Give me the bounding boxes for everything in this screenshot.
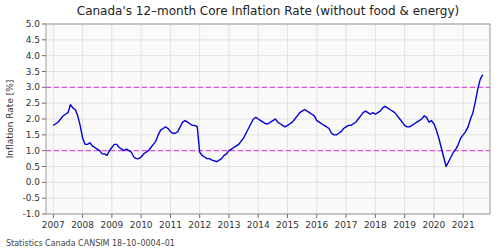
axes: -1.0 -0.5 0.0 0.5 1.0 1.5 2.0 2.5 3.0 3.5 4.0 4.5 5.… bbox=[22, 19, 490, 230]
tick-label: 2017 bbox=[335, 220, 358, 230]
tick-label: -1.0 bbox=[22, 209, 40, 219]
tick-mark bbox=[170, 214, 171, 218]
grid-line bbox=[46, 182, 490, 183]
tick-label: 2020 bbox=[422, 220, 445, 230]
tick-label: 2011 bbox=[159, 220, 182, 230]
tick-mark bbox=[42, 39, 46, 40]
grid-line bbox=[433, 24, 434, 214]
tick-label: 2015 bbox=[276, 220, 299, 230]
grid-line bbox=[46, 134, 490, 135]
grid bbox=[46, 24, 490, 214]
tick-mark bbox=[375, 214, 376, 218]
tick-label: 4.0 bbox=[26, 51, 41, 61]
tick-mark bbox=[42, 87, 46, 88]
tick-label: 1.5 bbox=[26, 130, 40, 140]
tick-mark bbox=[258, 214, 259, 218]
tick-mark bbox=[433, 214, 434, 218]
tick-label: 5.0 bbox=[26, 19, 41, 29]
tick-mark bbox=[42, 214, 46, 215]
tick-mark bbox=[316, 214, 317, 218]
tick-label: 2021 bbox=[452, 220, 475, 230]
tick-mark bbox=[199, 214, 200, 218]
plot-background bbox=[46, 24, 490, 214]
tick-label: -0.5 bbox=[22, 193, 40, 203]
tick-mark bbox=[42, 71, 46, 72]
tick-mark bbox=[42, 24, 46, 25]
grid-line bbox=[46, 198, 490, 199]
tick-label: 1.0 bbox=[26, 146, 41, 156]
title: Canada's 12–month Core Inflation Rate (w… bbox=[77, 4, 459, 18]
grid-line bbox=[82, 24, 83, 214]
grid-line bbox=[46, 103, 490, 104]
grid-line bbox=[46, 71, 490, 72]
grid-line bbox=[46, 55, 490, 56]
tick-label: 3.0 bbox=[26, 82, 41, 92]
tick-label: 0.0 bbox=[26, 177, 41, 187]
tick-label: 2007 bbox=[42, 220, 65, 230]
grid-line bbox=[111, 24, 112, 214]
grid-line bbox=[463, 24, 464, 214]
footnote: Statistics Canada CANSIM 18–10–0004–01 bbox=[6, 239, 175, 248]
tick-mark bbox=[82, 214, 83, 218]
tick-label: 3.5 bbox=[26, 67, 40, 77]
grid-line bbox=[170, 24, 171, 214]
plot-frame bbox=[46, 24, 490, 214]
grid-line bbox=[46, 119, 490, 120]
tick-mark bbox=[228, 214, 229, 218]
tick-label: 4.5 bbox=[26, 35, 40, 45]
tick-label: 2018 bbox=[364, 220, 387, 230]
tick-label: 2013 bbox=[218, 220, 241, 230]
grid-line bbox=[228, 24, 229, 214]
grid-line bbox=[46, 150, 490, 151]
chart: -1.0 -0.5 0.0 0.5 1.0 1.5 2.0 2.5 3.0 3.5 4.0 4.5 5.… bbox=[0, 0, 500, 250]
tick-mark bbox=[463, 214, 464, 218]
tick-label: 2009 bbox=[100, 220, 123, 230]
grid-line bbox=[404, 24, 405, 214]
tick-mark bbox=[42, 198, 46, 199]
tick-mark bbox=[42, 55, 46, 56]
grid-line bbox=[53, 24, 54, 214]
tick-mark bbox=[42, 166, 46, 167]
tick-mark bbox=[42, 134, 46, 135]
tick-mark bbox=[42, 150, 46, 151]
tick-label: 2.5 bbox=[26, 98, 40, 108]
tick-mark bbox=[42, 103, 46, 104]
grid-line bbox=[46, 39, 490, 40]
tick-mark bbox=[346, 214, 347, 218]
grid-line bbox=[199, 24, 200, 214]
tick-label: 2012 bbox=[188, 220, 211, 230]
data-line bbox=[53, 75, 482, 167]
tick-mark bbox=[141, 214, 142, 218]
grid-line bbox=[287, 24, 288, 214]
reference-line bbox=[46, 150, 490, 151]
reference-line bbox=[46, 87, 490, 88]
tick-mark bbox=[111, 214, 112, 218]
grid-line bbox=[346, 24, 347, 214]
tick-label: 0.5 bbox=[26, 162, 40, 172]
grid-line bbox=[46, 166, 490, 167]
tick-label: 2010 bbox=[130, 220, 153, 230]
tick-mark bbox=[53, 214, 54, 218]
tick-mark bbox=[42, 182, 46, 183]
grid-line bbox=[375, 24, 376, 214]
tick-label: 2008 bbox=[71, 220, 94, 230]
tick-label: 2016 bbox=[305, 220, 328, 230]
grid-line bbox=[141, 24, 142, 214]
data-area bbox=[46, 75, 490, 167]
tick-label: 2.0 bbox=[26, 114, 41, 124]
tick-label: 2019 bbox=[393, 220, 416, 230]
tick-mark bbox=[287, 214, 288, 218]
tick-mark bbox=[404, 214, 405, 218]
tick-mark bbox=[42, 119, 46, 120]
tick-label: 2014 bbox=[247, 220, 270, 230]
grid-line bbox=[46, 87, 490, 88]
axis-label: Inflation Rate [%] bbox=[5, 80, 15, 159]
